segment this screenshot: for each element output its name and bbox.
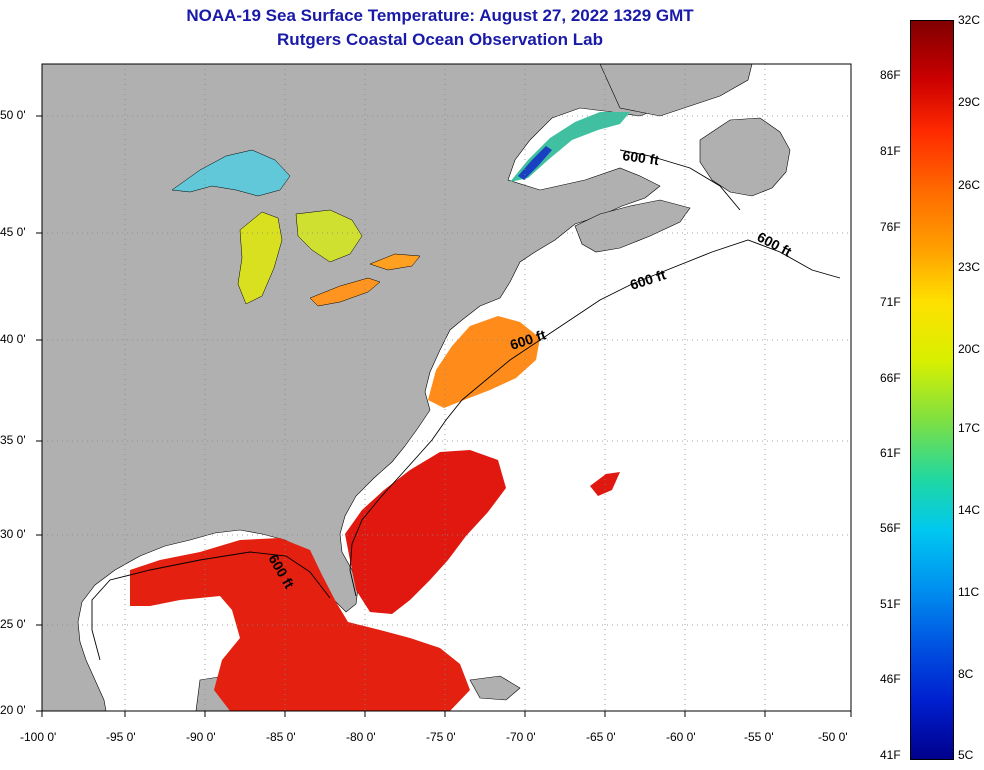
sst-gulf-of-mexico [130,538,470,711]
colorbar-celsius-label: 20C [958,342,981,356]
lake-erie [309,277,381,307]
colorbar-fahrenheit-label: 41F [880,748,901,762]
land-newfoundland [699,117,791,197]
colorbar-fahrenheit-label: 56F [880,521,901,535]
sst-mid-atlantic [428,316,540,408]
lon-label: -85 0' [266,730,296,744]
lat-label: 35 0' [0,433,26,447]
lon-label: -55 0' [744,730,774,744]
lon-label: -90 0' [186,730,216,744]
colorbar-fahrenheit-label: 51F [880,597,901,611]
lat-label: 30 0' [0,527,26,541]
map-frame [41,63,852,712]
lat-label: 50 0' [0,108,26,122]
lake-superior [171,149,291,197]
lon-label: -95 0' [106,730,136,744]
sst-st-lawrence-deep [518,146,552,180]
colorbar [910,20,954,760]
colorbar-celsius-label: 29C [958,95,981,109]
lake-huron [295,209,363,263]
sst-southeast [345,450,506,614]
colorbar-celsius-label: 17C [958,421,981,435]
lat-label: 40 0' [0,332,26,346]
land-north-america [42,64,753,711]
colorbar-celsius-label: 8C [958,667,974,681]
colorbar-fahrenheit-label: 81F [880,144,901,158]
lon-label: -75 0' [426,730,456,744]
lon-label: -100 0' [20,730,57,744]
lat-label: 45 0' [0,225,26,239]
isobath-600ft-gulf [91,551,331,661]
colorbar-celsius-label: 14C [958,503,981,517]
colorbar-celsius-label: 26C [958,178,981,192]
axis-ticks [36,115,852,717]
land-hispaniola [469,675,521,701]
colorbar-celsius-label: 11C [958,585,980,599]
isobath-600ft [349,239,841,597]
lon-label: -65 0' [586,730,616,744]
lon-label: -50 0' [818,730,848,744]
colorbar-fahrenheit-label: 86F [880,68,901,82]
isobath-600ft-north [619,149,741,211]
lon-label: -70 0' [506,730,536,744]
lake-ontario [369,253,421,271]
map-subtitle: Rutgers Coastal Ocean Observation Lab [277,30,603,49]
land-labrador [599,64,753,117]
map-title: NOAA-19 Sea Surface Temperature: August … [186,6,694,25]
lake-michigan [237,211,283,305]
colorbar-fahrenheit-label: 71F [880,295,901,309]
isobath-label: 600 ft [622,147,661,168]
colorbar-celsius-label: 32C [958,13,981,27]
colorbar-fahrenheit-label: 76F [880,220,901,234]
land-nova-scotia [574,199,691,253]
lon-label: -60 0' [666,730,696,744]
colorbar-fahrenheit-label: 46F [880,672,901,686]
lat-label: 25 0' [0,617,26,631]
colorbar-celsius-label: 23C [958,260,981,274]
colorbar-celsius-label: 5C [958,748,974,762]
sst-st-lawrence [510,112,630,182]
lon-label: -80 0' [346,730,376,744]
colorbar-fahrenheit-label: 61F [880,446,901,460]
colorbar-fahrenheit-label: 66F [880,371,901,385]
lat-label: 20 0' [0,703,26,717]
